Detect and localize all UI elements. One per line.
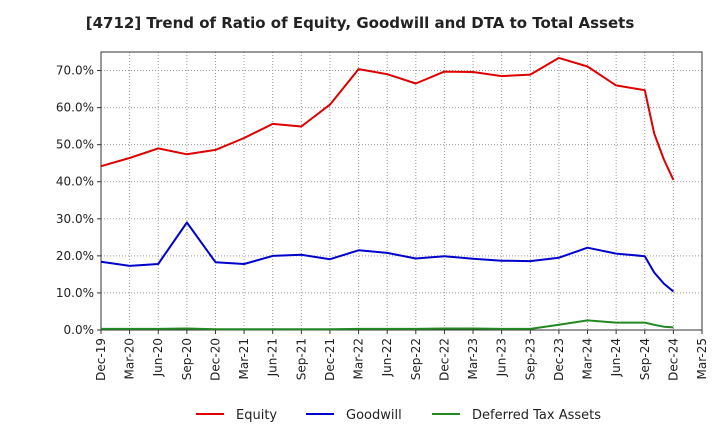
- x-tick-label: Jun-20: [151, 338, 165, 377]
- y-tick-label: 0.0%: [64, 323, 95, 337]
- legend-label-goodwill: Goodwill: [346, 408, 402, 423]
- x-tick-label: Dec-21: [323, 338, 337, 381]
- x-tick-label: Mar-24: [581, 338, 595, 379]
- x-tick-label: Mar-22: [352, 338, 366, 379]
- x-tick-label: Mar-25: [695, 338, 709, 379]
- legend-label-deferred-tax-assets: Deferred Tax Assets: [472, 408, 601, 423]
- y-tick-label: 50.0%: [56, 138, 94, 152]
- plot-area: [101, 52, 702, 330]
- y-tick-label: 20.0%: [56, 249, 94, 263]
- series-line-deferred-tax-assets: [101, 319, 674, 331]
- x-tick-label: Jun-24: [609, 338, 623, 377]
- x-tick-label: Jun-23: [495, 338, 509, 377]
- x-tick-label: Sep-21: [294, 338, 308, 380]
- x-tick-label: Sep-23: [523, 338, 537, 380]
- x-tick-label: Sep-22: [409, 338, 423, 380]
- y-tick-label: 30.0%: [56, 212, 94, 226]
- x-tick-label: Mar-21: [237, 338, 251, 379]
- x-tick-label: Mar-23: [466, 338, 480, 379]
- x-tick-label: Dec-24: [666, 338, 680, 381]
- series-line-goodwill: [100, 221, 675, 293]
- chart-title: [4712] Trend of Ratio of Equity, Goodwil…: [85, 14, 635, 32]
- y-tick-label: 10.0%: [56, 286, 94, 300]
- x-tick-label: Sep-24: [638, 338, 652, 380]
- y-tick-label: 70.0%: [56, 64, 94, 78]
- x-tick-label: Mar-20: [123, 338, 137, 379]
- plot-frame: [100, 51, 703, 331]
- x-tick-label: Dec-20: [208, 338, 222, 381]
- series-line-equity: [100, 56, 675, 181]
- x-tick-label: Jun-21: [266, 338, 280, 377]
- y-tick-label: 60.0%: [56, 101, 94, 115]
- x-tick-label: Sep-20: [180, 338, 194, 380]
- x-tick-label: Jun-22: [380, 338, 394, 377]
- x-tick-label: Dec-22: [437, 338, 451, 381]
- y-tick-label: 40.0%: [56, 175, 94, 189]
- x-tick-label: Dec-19: [94, 338, 108, 381]
- x-tick-label: Dec-23: [552, 338, 566, 381]
- legend-label-equity: Equity: [236, 408, 277, 423]
